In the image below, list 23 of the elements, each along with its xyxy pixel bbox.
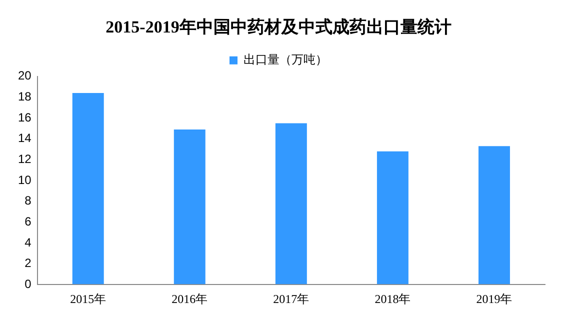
x-tick-label: 2019年 — [476, 292, 512, 306]
x-tick-label: 2018年 — [374, 292, 411, 306]
y-tick-label: 20 — [18, 68, 32, 83]
bar — [72, 93, 104, 284]
y-tick-label: 4 — [24, 235, 32, 250]
y-tick-label: 2 — [24, 256, 32, 270]
y-tick-label: 16 — [18, 110, 32, 124]
bar — [174, 129, 206, 284]
y-tick-label: 10 — [18, 172, 32, 187]
x-tick-label: 2015年 — [70, 292, 106, 306]
legend-label: 出口量（万吨） — [244, 52, 328, 67]
y-tick-label: 18 — [18, 90, 32, 104]
y-tick-label: 0 — [24, 276, 32, 291]
chart-title: 2015-2019年中国中药材及中式成药出口量统计 — [106, 18, 452, 37]
bar — [478, 146, 510, 284]
bar — [275, 123, 307, 284]
x-tick-label: 2016年 — [172, 292, 208, 306]
x-tick-label: 2017年 — [273, 292, 310, 306]
y-tick-label: 8 — [24, 194, 32, 208]
y-tick-label: 12 — [18, 152, 32, 166]
y-tick-label: 14 — [18, 131, 32, 146]
bar — [376, 151, 408, 284]
y-tick-label: 6 — [24, 214, 32, 228]
